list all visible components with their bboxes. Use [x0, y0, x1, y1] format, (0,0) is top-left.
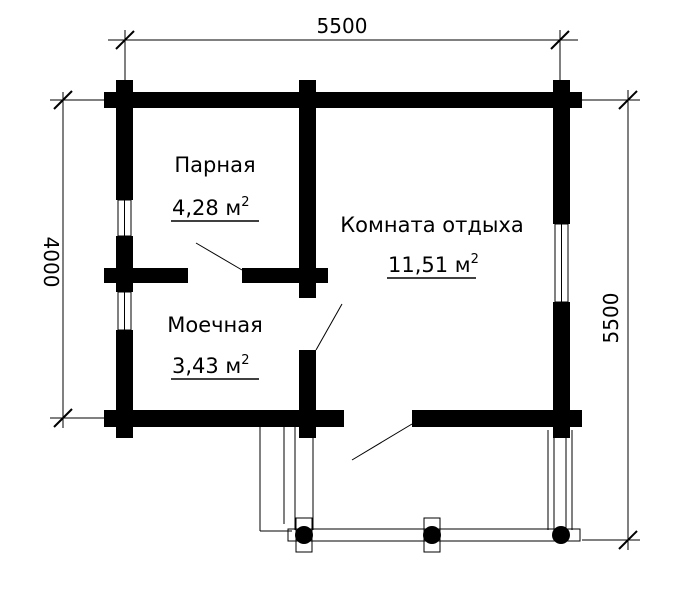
windows — [117, 199, 569, 331]
room-area-wash: 3,43 м2 — [172, 353, 250, 378]
room-name-steam: Парная — [174, 153, 255, 177]
room-name-rest: Комната отдыха — [340, 213, 523, 237]
walls — [104, 80, 582, 438]
room-area-rest: 11,51 м2 — [388, 252, 479, 277]
room-area-steam: 4,28 м2 — [172, 195, 250, 220]
dimension-top: 5500 — [317, 14, 368, 38]
dimension-lines — [50, 30, 640, 550]
porch-posts — [295, 526, 570, 544]
room-name-wash: Моечная — [167, 313, 263, 337]
door-swings — [195, 242, 413, 461]
dimension-right: 5500 — [599, 293, 623, 344]
porch-post-frames — [295, 517, 441, 553]
dimension-left: 4000 — [39, 237, 63, 288]
